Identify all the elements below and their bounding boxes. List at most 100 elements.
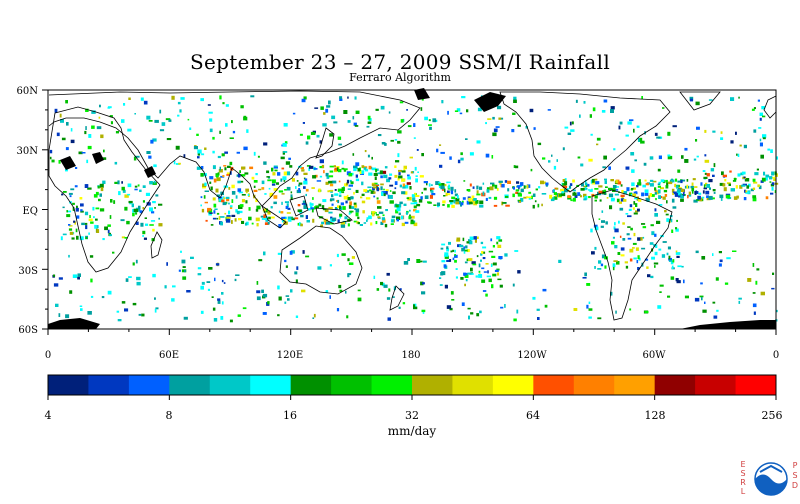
rain-cell [261,187,265,190]
rain-cell [649,179,654,182]
rain-cell [432,118,437,123]
rain-cell [135,155,140,158]
rain-cell [383,174,388,179]
rain-cell [121,301,126,304]
rain-cell [755,280,758,285]
rain-cell [771,287,775,290]
rain-cell [413,304,415,308]
rain-cell [663,189,668,193]
rain-cell [475,200,479,204]
rain-cell [320,224,323,228]
rain-cell [630,227,633,231]
rain-cell [84,222,88,225]
rain-cell [704,129,707,133]
rain-cell [371,211,376,213]
rain-cell [337,219,340,223]
rain-cell [498,256,503,260]
rain-cell [775,309,778,313]
rain-cell [226,197,230,202]
logo-letter: S [740,469,745,478]
rain-cell [353,202,357,206]
rain-cell [78,151,83,155]
rain-cell [305,255,310,258]
rain-cell [759,142,763,147]
rain-cell [149,181,153,185]
rain-cell [695,139,698,142]
rain-cell [330,222,334,225]
rain-cell [319,175,323,178]
rain-cell [325,181,329,185]
rain-cell [175,145,180,150]
rain-cell [72,207,75,211]
rain-cell [512,283,515,287]
rain-cell [627,226,631,228]
rain-cell [564,181,568,186]
rain-cell [56,132,60,137]
rain-cell [504,180,508,183]
rain-cell [398,172,401,176]
rain-cell [395,209,399,214]
rain-cell [225,218,231,223]
rain-cell [79,236,84,241]
rain-cell [523,196,527,199]
rain-cell [242,307,247,310]
rain-cell [312,175,317,179]
rain-cell [417,171,419,173]
rain-cell [464,283,466,287]
rain-cell [470,267,473,272]
rain-cell [732,250,737,252]
rain-cell [376,168,379,171]
rain-cell [211,296,214,298]
rain-cell [262,312,267,315]
rain-cell [68,224,71,226]
rain-cell [351,206,355,209]
rain-cell [154,308,157,313]
rain-cell [745,191,750,194]
rain-cell [730,188,735,192]
rain-cell [414,166,417,171]
rain-cell [124,194,129,198]
rain-cell [718,263,722,267]
rain-cell [287,207,291,210]
rain-cell [112,251,115,254]
rain-cell [496,268,500,271]
rain-cell [403,165,407,170]
rain-cell [401,170,406,173]
rain-cell [341,167,345,170]
rain-cell [531,195,533,200]
rain-cell [413,222,418,227]
rain-cell [625,213,629,215]
noaa-emblem-icon [754,462,788,496]
rain-cell [122,189,126,193]
rain-cell [304,178,308,182]
rain-cell [339,289,343,292]
rain-cell [312,218,315,223]
rain-cell [128,200,133,204]
rain-cell [200,285,204,290]
rain-cell [340,224,346,228]
rain-cell [280,211,284,214]
rain-cell [281,216,286,221]
rain-cell [670,179,675,183]
legend-unit: mm/day [388,424,437,438]
rain-cell [66,210,68,213]
rain-cell [583,185,586,188]
rain-cell [207,104,211,106]
rain-cell [570,129,575,132]
rain-cell [232,130,236,134]
rain-cell [572,197,576,202]
coastlines [48,90,777,321]
rain-cell [626,187,630,192]
rain-cell [269,192,274,196]
rain-cell [497,105,502,110]
rain-cell [591,188,593,192]
rain-cell [467,307,471,310]
rain-cell [496,236,501,240]
rain-cell [666,200,668,204]
rain-cell [649,156,654,160]
rain-cell [207,207,212,211]
legend-tick-labels: 4 8 16 32 64 128 256 [45,409,783,422]
rain-cell [353,165,357,169]
rain-cell [569,121,572,126]
rain-cell [102,180,106,184]
